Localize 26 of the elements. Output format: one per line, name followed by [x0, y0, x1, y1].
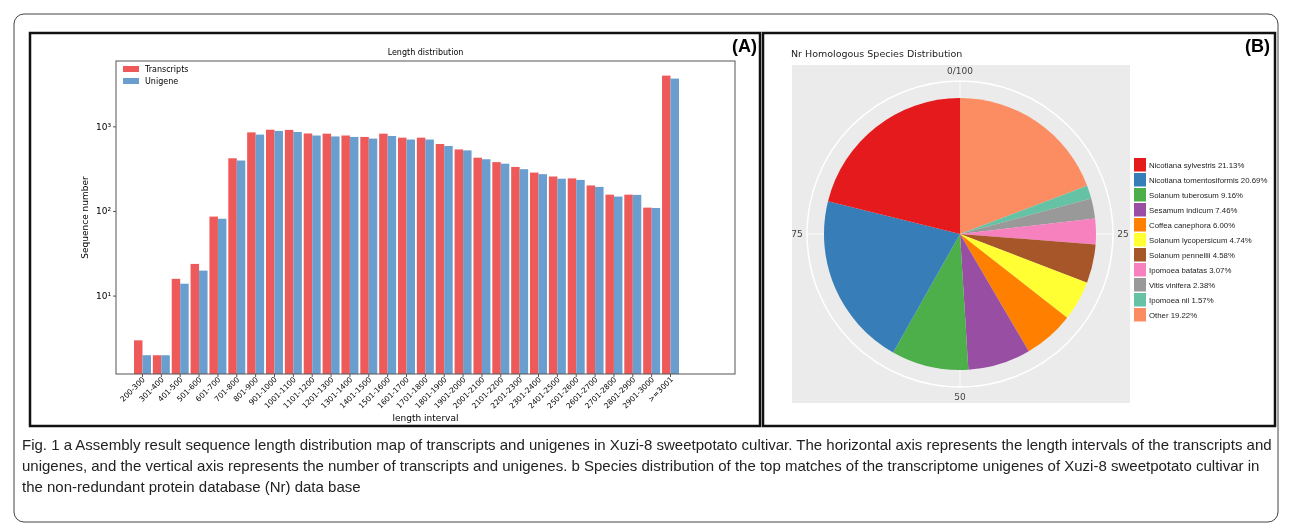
text: 75 [791, 229, 803, 239]
text: 50 [954, 392, 966, 402]
pie-slice [960, 234, 1068, 352]
pie-slice [960, 185, 1092, 234]
y-tick-label: 10¹ [95, 291, 112, 302]
pie-slice [960, 198, 1096, 234]
pie-slice [960, 98, 1088, 234]
text: (A) [732, 36, 757, 56]
legend-label: Transcripts [144, 65, 189, 74]
y-tick-label: 10³ [95, 121, 112, 132]
pie-slice [960, 234, 1096, 283]
caption: Fig. 1 a Assembly result sequence length distribution map of transcripts and unigenes in Xuzi-8 sweetpotato cultivar. The horizontal axis represents the length intervals of the transcripts and unigenes, and the vertical axis represents the number of transcripts and unigenes. b Species distribution of the top matches of the transcriptome unigenes of Xuzi-8 sweetpotato cultivar in the non-redundant protein database (Nr) data base [22, 436, 1272, 495]
y-tick-label: 10² [95, 206, 112, 217]
x-axis-title: length interval [392, 413, 459, 423]
pie-slice [960, 234, 1088, 318]
chart-title: Nr Homologous Species Distribution [791, 48, 963, 59]
chart-title: Length distribution [387, 48, 464, 57]
y-axis-title: Sequence number [80, 176, 90, 259]
text: (B) [1245, 36, 1270, 56]
text: 25 [1117, 229, 1129, 239]
pie-slice [893, 234, 969, 370]
text: 0/100 [947, 66, 974, 76]
pie-slice [824, 201, 960, 353]
pie-slice [828, 98, 960, 234]
legend-label: Unigene [145, 77, 179, 86]
pie-slice [960, 234, 1029, 370]
